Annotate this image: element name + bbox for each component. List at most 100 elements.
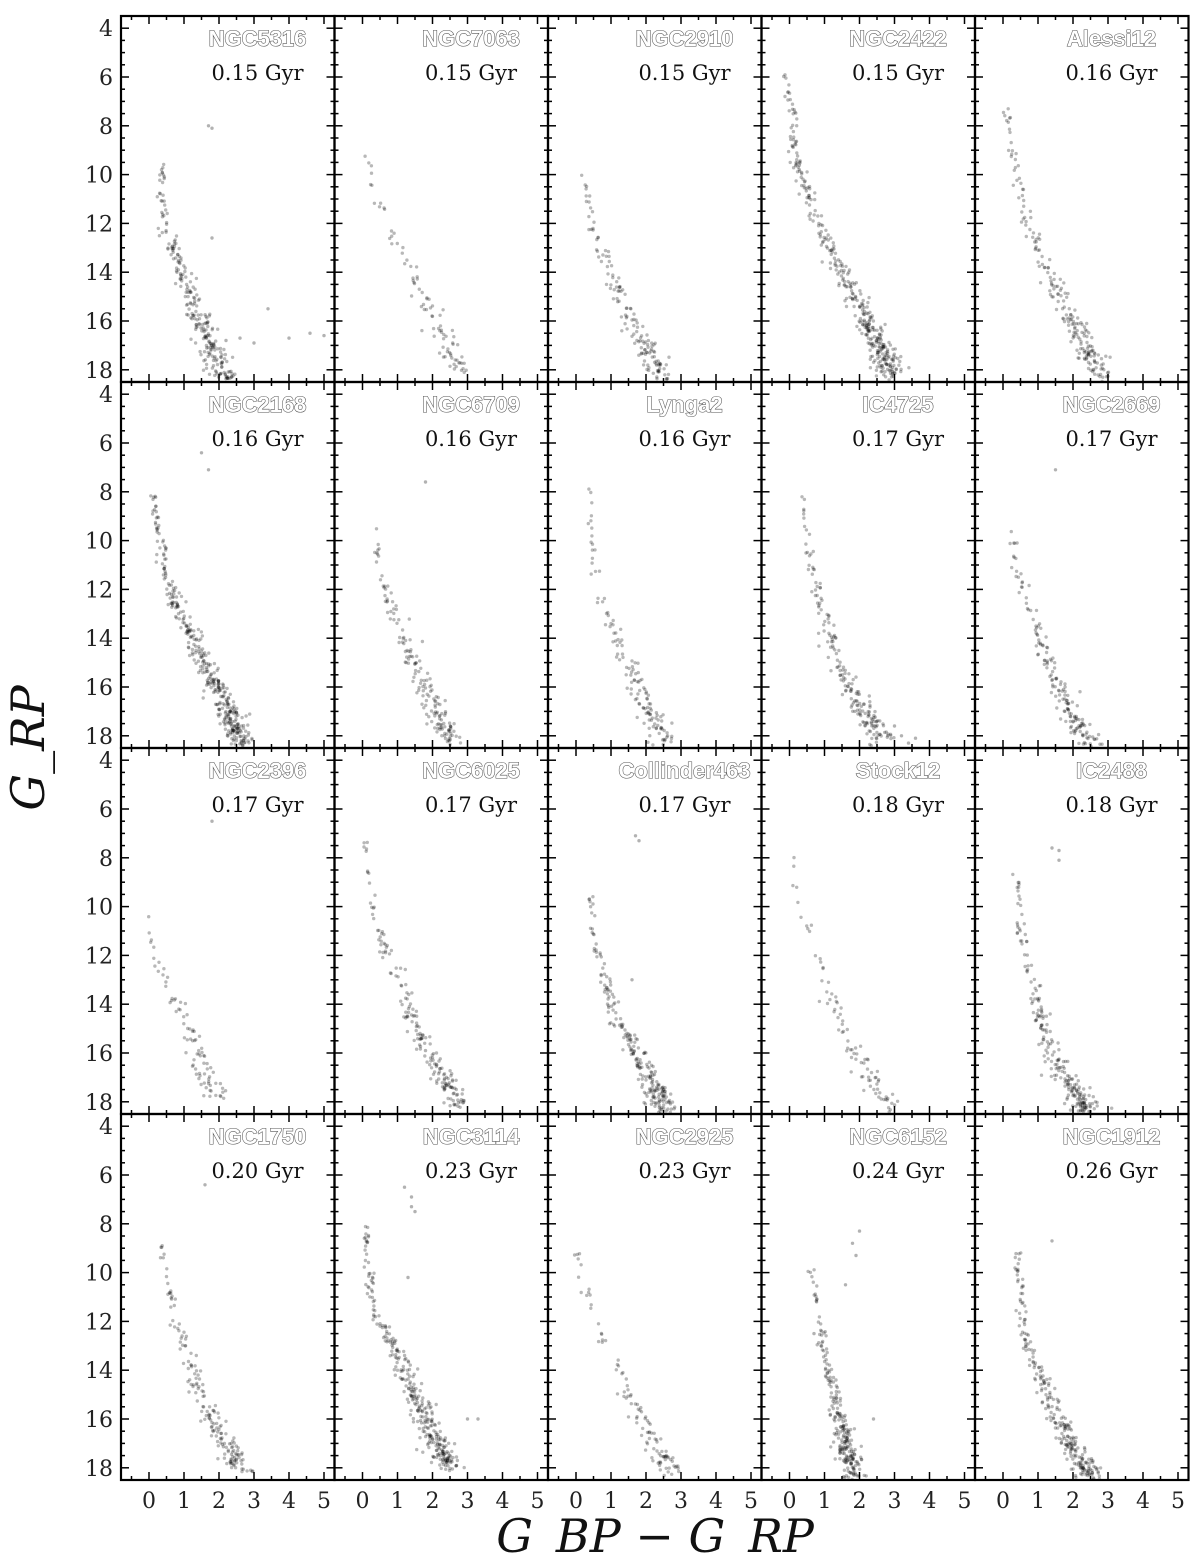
star-point [409,1408,413,1413]
star-point [432,1422,437,1427]
star-point [648,1422,652,1426]
star-point [226,716,231,720]
star-point [587,1287,591,1291]
star-point [445,1456,450,1460]
star-point [1010,152,1014,156]
star-point [403,1357,407,1362]
star-point [193,1364,197,1368]
star-point [1063,1416,1068,1421]
star-point [176,252,180,257]
star-point [642,1051,646,1056]
star-point [833,1007,837,1012]
star-point [1100,742,1104,746]
star-point [418,681,423,685]
star-point [1046,270,1050,275]
star-point [663,1457,667,1462]
star-point [231,706,235,710]
star-point [888,368,893,373]
star-point [625,1034,629,1038]
star-point [844,285,848,289]
star-point [169,253,173,257]
star-point [408,638,412,642]
star-point [868,316,872,320]
star-point [849,1462,853,1466]
star-point [189,302,193,306]
star-point [432,334,436,338]
star-point [207,339,211,343]
star-point [874,340,879,344]
star-point [170,579,175,584]
star-point [649,347,654,351]
star-point [875,1087,880,1091]
star-point [364,1282,368,1287]
star-point [186,640,191,645]
star-point [802,497,807,502]
star-point [1027,1363,1032,1368]
star-point [886,733,890,738]
star-point [182,616,186,621]
star-point [428,1436,432,1441]
star-point [636,692,640,696]
star-point [412,1013,417,1018]
star-point [442,1072,447,1076]
star-point [846,1039,850,1043]
star-point [430,1412,434,1416]
star-point [1088,1467,1093,1471]
star-point [1051,284,1055,288]
star-point [655,1086,659,1091]
star-point [203,1417,207,1422]
star-point [1069,1077,1074,1081]
star-point [654,711,659,715]
star-point [797,167,801,172]
star-point [1058,277,1063,281]
star-point [794,179,798,183]
star-point [838,1445,842,1449]
x-tick-label: 2 [426,1489,440,1514]
star-point [631,1052,636,1056]
star-point [200,1389,204,1393]
star-point [164,230,168,234]
star-point [382,941,386,945]
star-point [1068,1440,1072,1445]
star-point [391,1342,395,1346]
star-point [212,1408,216,1413]
star-point [1039,1365,1044,1369]
star-point [179,610,183,614]
star-point [162,214,166,218]
star-point [203,313,207,317]
star-point [1016,1278,1020,1282]
star-point [236,1449,240,1453]
star-point [1055,284,1060,288]
y-tick-label: 6 [99,432,113,457]
y-tick-label: 10 [85,896,113,921]
star-point [658,363,662,368]
star-point [587,897,591,902]
star-point [873,358,877,363]
star-point [209,341,213,345]
star-point [858,712,862,716]
star-point [670,734,674,738]
star-point [659,715,663,719]
star-point [1089,368,1093,372]
star-point [655,368,660,373]
star-point [225,699,229,703]
star-point [1013,157,1018,162]
star-point [414,661,418,665]
star-point [219,361,223,365]
star-point [201,664,205,668]
star-point [203,670,207,674]
star-point [230,1450,235,1454]
star-point [594,948,598,952]
star-point [841,1451,845,1456]
star-point [1068,1083,1073,1087]
star-point [887,378,891,382]
star-point [458,1105,462,1110]
star-point [225,720,230,724]
star-point [1031,1355,1035,1359]
star-point [397,1355,401,1360]
star-point [1093,360,1097,365]
star-point [1087,1093,1091,1098]
star-point [799,175,803,179]
star-point [874,720,878,724]
star-point [455,358,459,362]
